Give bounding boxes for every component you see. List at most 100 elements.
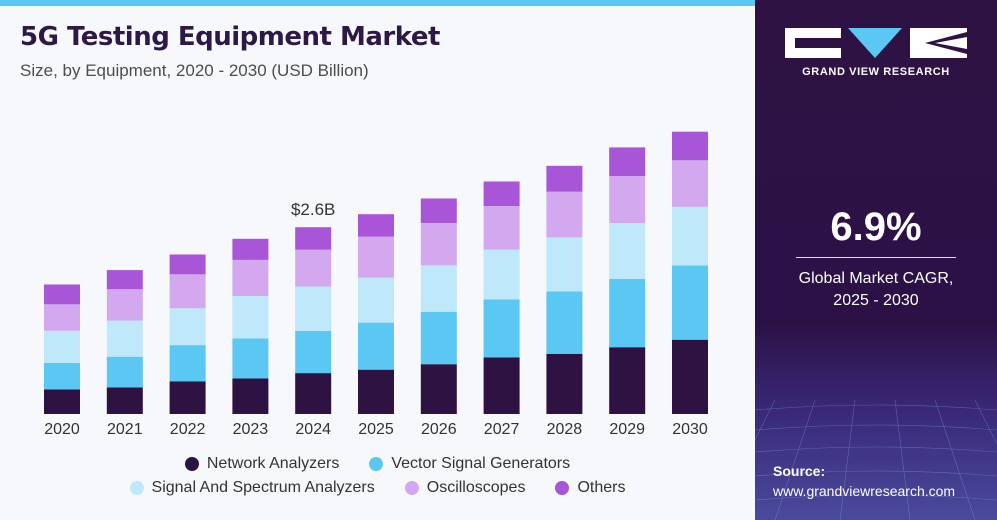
- cagr-label: Global Market CAGR, 2025 - 2030: [755, 268, 997, 312]
- bar-segment-2030-4: [672, 160, 708, 207]
- bar-segment-2021-1: [106, 387, 143, 414]
- x-tick-label: 2022: [170, 421, 206, 438]
- bar-segment-2021-5: [106, 270, 143, 290]
- bar-segment-2024-1: [295, 373, 332, 414]
- x-tick-label: 2023: [233, 421, 269, 438]
- bar-segment-2028-1: [546, 354, 583, 414]
- bar-segment-2023-5: [232, 238, 269, 260]
- legend-swatch: [369, 457, 384, 471]
- bar-segment-2025-5: [358, 214, 394, 237]
- bar-segment-2022-2: [169, 345, 206, 382]
- x-tick-label: 2028: [547, 421, 583, 438]
- bar-segment-2022-1: [169, 381, 206, 414]
- divider: [796, 257, 956, 258]
- legend-item-signal-spectrum-analyzers: Signal And Spectrum Analyzers: [129, 479, 375, 497]
- info-panel: GRAND VIEW RESEARCH 6.9% Global Market C…: [755, 0, 997, 520]
- grid-floor-graphic: [755, 400, 997, 520]
- bar-segment-2022-4: [169, 274, 206, 309]
- x-tick-label: 2026: [421, 421, 457, 438]
- bar-segment-2025-3: [358, 277, 394, 323]
- stacked-bar-chart: 2020 2021 2022 2023 2024 $2.6B 2025 2026 2027 202…: [44, 131, 708, 438]
- bar-segment-2027-2: [483, 299, 520, 358]
- x-tick-label: 2030: [672, 421, 708, 438]
- source-link[interactable]: www.grandviewresearch.com: [773, 483, 956, 499]
- cagr-label-line2: 2025 - 2030: [833, 292, 919, 309]
- x-tick-label: 2027: [484, 421, 520, 438]
- gvr-logo-icon: [785, 28, 967, 58]
- bar-segment-2030-3: [672, 206, 708, 266]
- bar-segment-2020-2: [44, 362, 80, 390]
- chart-subtitle: Size, by Equipment, 2020 - 2030 (USD Bil…: [20, 61, 369, 80]
- bar-segment-2028-2: [546, 291, 583, 354]
- bar-segment-2029-1: [609, 347, 646, 414]
- bar-segment-2023-3: [232, 296, 269, 339]
- legend-label: Network Analyzers: [206, 455, 340, 472]
- bar-segment-2027-5: [483, 181, 520, 206]
- bar-segment-2030-5: [672, 131, 708, 161]
- legend-item-others: Others: [555, 479, 625, 497]
- bar-segment-2029-5: [609, 147, 646, 176]
- bar-segment-2021-2: [106, 356, 143, 388]
- bar-segment-2026-1: [420, 364, 457, 414]
- bar-segment-2029-4: [609, 176, 646, 223]
- legend-label: Signal And Spectrum Analyzers: [151, 479, 375, 496]
- bar-segment-2026-4: [420, 223, 457, 266]
- bar-segment-2024-4: [295, 249, 332, 287]
- bar-segment-2025-1: [358, 369, 394, 414]
- x-tick-label: 2025: [358, 421, 394, 438]
- bar-segment-2027-3: [483, 249, 520, 300]
- bar-segment-2026-3: [420, 265, 457, 312]
- legend-row: Network Analyzers Vector Signal Generato…: [0, 455, 755, 473]
- legend-label: Vector Signal Generators: [391, 455, 571, 472]
- legend-row: Signal And Spectrum Analyzers Oscillosco…: [0, 479, 755, 497]
- cagr-value: 6.9%: [830, 205, 922, 249]
- bar-segment-2028-4: [546, 191, 583, 238]
- x-tick-label: 2024: [295, 421, 331, 438]
- source-label: Source:: [773, 463, 826, 479]
- bar-segment-2020-3: [44, 330, 80, 363]
- bar-segment-2024-3: [295, 286, 332, 331]
- bar-segment-2029-3: [609, 223, 646, 279]
- legend-label: Oscilloscopes: [426, 479, 526, 496]
- bar-segment-2030-1: [672, 339, 708, 414]
- legend-item-vector-signal-generators: Vector Signal Generators: [369, 455, 570, 473]
- bar-segment-2026-5: [420, 198, 457, 223]
- bar-segment-2030-2: [672, 265, 708, 340]
- data-label: $2.6B: [291, 200, 335, 219]
- bar-segment-2023-4: [232, 259, 269, 296]
- legend-swatch: [404, 481, 419, 495]
- bar-segment-2020-4: [44, 304, 80, 331]
- x-tick-label: 2021: [107, 421, 143, 438]
- legend-swatch: [129, 481, 144, 495]
- bar-segment-2020-5: [44, 284, 80, 305]
- legend-swatch: [555, 481, 570, 495]
- bar-segment-2027-4: [483, 206, 520, 250]
- bar-segment-2021-3: [106, 320, 143, 357]
- legend-label: Others: [577, 479, 626, 496]
- bar-segment-2024-2: [295, 330, 332, 374]
- accent-bar: [0, 0, 755, 6]
- bar-segment-2028-3: [546, 237, 583, 292]
- bar-segment-2026-2: [420, 311, 457, 365]
- bar-segment-2025-4: [358, 236, 394, 278]
- cagr-label-line1: Global Market CAGR,: [798, 270, 954, 287]
- bar-segment-2022-5: [169, 254, 206, 275]
- bar-segment-2029-2: [609, 279, 646, 348]
- bar-segment-2022-3: [169, 308, 206, 346]
- bar-segment-2021-4: [106, 289, 143, 321]
- bar-segment-2027-1: [483, 357, 520, 414]
- bar-segment-2023-1: [232, 378, 269, 414]
- bar-segment-2024-5: [295, 227, 332, 250]
- bar-segment-2023-2: [232, 338, 269, 379]
- x-tick-label: 2029: [609, 421, 645, 438]
- bar-segment-2028-5: [546, 165, 583, 192]
- chart-title: 5G Testing Equipment Market: [20, 22, 440, 52]
- x-tick-label: 2020: [44, 421, 80, 438]
- legend-item-oscilloscopes: Oscilloscopes: [404, 479, 526, 497]
- legend-swatch: [184, 457, 199, 471]
- bar-segment-2020-1: [44, 389, 80, 414]
- logo-text: GRAND VIEW RESEARCH: [802, 66, 950, 78]
- legend-item-network-analyzers: Network Analyzers: [184, 455, 340, 473]
- bar-segment-2025-2: [358, 322, 394, 370]
